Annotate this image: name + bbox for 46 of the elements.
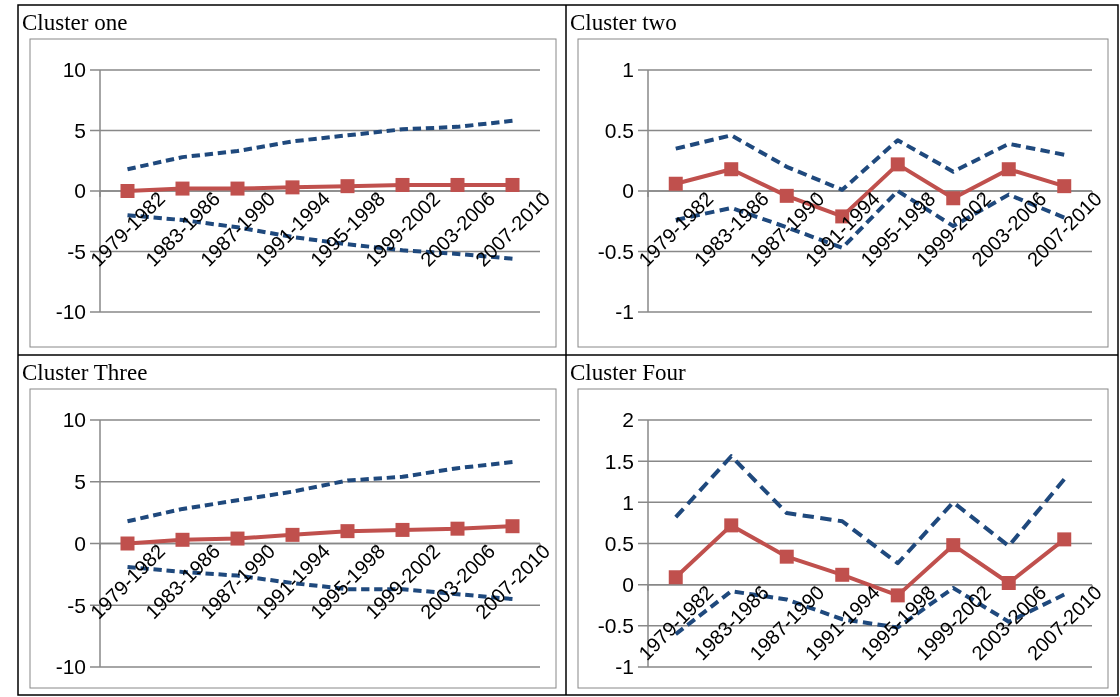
chart-title: Cluster Three bbox=[22, 360, 148, 385]
y-tick-label: 1 bbox=[622, 490, 634, 514]
y-tick-label: 0 bbox=[622, 179, 634, 203]
point bbox=[724, 518, 739, 533]
y-tick-label: 0 bbox=[74, 179, 86, 203]
y-tick-label: 0.5 bbox=[604, 118, 634, 142]
y-tick-label: -5 bbox=[67, 593, 86, 617]
y-tick-label: -1 bbox=[615, 300, 634, 324]
point bbox=[668, 570, 683, 585]
y-tick-label: 2 bbox=[622, 408, 634, 432]
point bbox=[395, 522, 410, 537]
point bbox=[890, 157, 905, 172]
y-tick-label: -0.5 bbox=[597, 239, 634, 263]
point bbox=[1057, 532, 1072, 547]
point bbox=[724, 162, 739, 177]
point bbox=[946, 538, 961, 553]
point bbox=[340, 524, 355, 539]
line-series bbox=[673, 454, 1067, 566]
y-tick-label: 10 bbox=[62, 408, 86, 432]
y-tick-label: 10 bbox=[62, 58, 86, 82]
line-series bbox=[673, 133, 1067, 192]
point bbox=[285, 527, 300, 542]
y-tick-label: -10 bbox=[55, 300, 86, 324]
point bbox=[230, 531, 245, 546]
chart-title: Cluster two bbox=[570, 10, 677, 35]
y-tick-label: -10 bbox=[55, 655, 86, 679]
y-tick-label: 5 bbox=[74, 470, 86, 494]
point bbox=[668, 176, 683, 191]
chart-title: Cluster one bbox=[22, 10, 128, 35]
y-tick-label: 0 bbox=[74, 531, 86, 555]
point bbox=[779, 549, 794, 564]
point bbox=[450, 521, 465, 536]
point bbox=[1001, 162, 1016, 177]
chart-title: Cluster Four bbox=[570, 360, 686, 385]
y-tick-label: 0.5 bbox=[604, 531, 634, 555]
point bbox=[835, 567, 850, 582]
y-tick-label: 1 bbox=[622, 58, 634, 82]
line-series bbox=[125, 118, 515, 172]
point bbox=[505, 519, 520, 534]
y-tick-label: -5 bbox=[67, 239, 86, 263]
line-series bbox=[125, 459, 515, 524]
y-tick-label: 1.5 bbox=[604, 449, 634, 473]
y-tick-label: 0 bbox=[622, 573, 634, 597]
y-tick-label: 5 bbox=[74, 118, 86, 142]
y-tick-label: -0.5 bbox=[597, 614, 634, 638]
y-tick-label: -1 bbox=[615, 655, 634, 679]
